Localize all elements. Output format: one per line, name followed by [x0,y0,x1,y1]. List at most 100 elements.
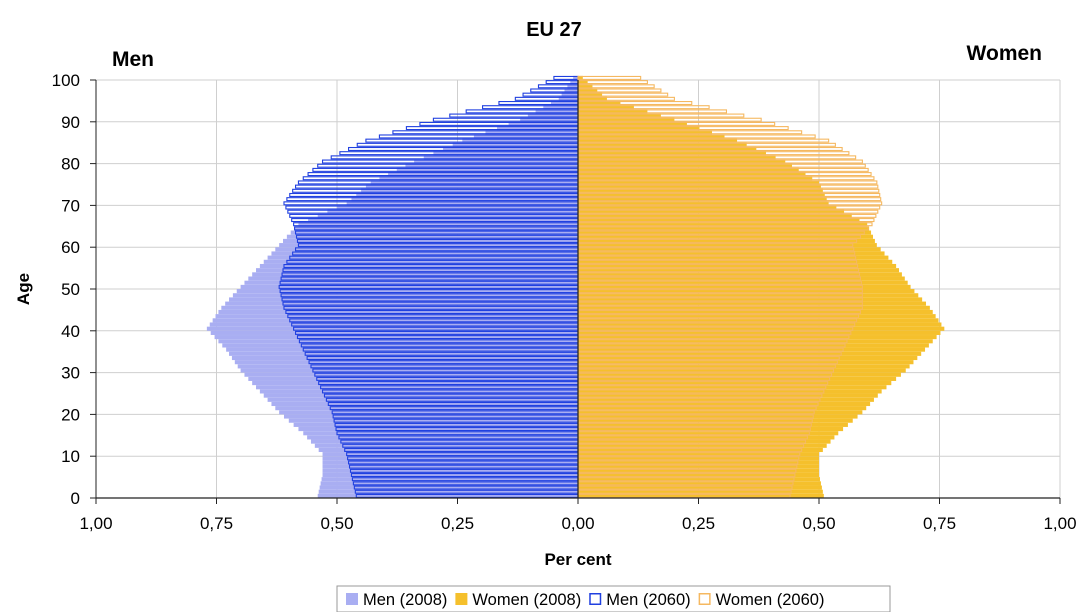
bar-men-2008 [558,96,578,101]
bar-men-2008 [414,159,578,164]
bar-men-2008 [221,305,578,310]
bar-women-2060 [577,75,642,80]
bar-men-2008 [283,238,578,244]
bar-women-2008 [578,364,910,369]
bar-men-2008 [564,88,578,93]
bar-women-2008 [578,464,819,469]
x-tick-label: 0,25 [682,514,715,533]
x-tick-label: 1,00 [1043,514,1076,533]
y-axis-ticks: 0 10 20 30 40 50 60 70 80 90 100 [52,71,97,508]
bar-women-2008 [578,393,878,398]
bar-men-2008 [298,222,578,227]
bar-women-2008 [578,121,687,126]
legend-label: Women (2008) [472,591,581,609]
bar-women-2008 [578,126,700,131]
bar-women-2008 [578,113,661,118]
bar-women-2008 [578,238,875,244]
bar-men-2008 [370,180,578,185]
bar-men-2008 [310,439,578,444]
bar-men-2008 [485,130,578,135]
bar-men-2008 [212,318,579,323]
bar-men-2008 [237,364,578,369]
legend-swatch [455,593,468,605]
bar-women-2008 [578,372,901,377]
x-axis-title: Per cent [544,550,611,569]
bar-women-2008 [578,314,936,319]
bar-men-2008 [520,117,578,122]
bar-women-2008 [578,360,914,365]
bar-women-2008 [578,280,908,285]
bar-men-2008 [337,205,578,210]
bar-men-2008 [263,259,578,264]
bar-men-2008 [283,414,578,419]
bar-women-2008 [578,343,929,348]
bar-men-2008 [322,468,578,473]
bar-women-2008 [578,410,863,415]
bar-women-2008 [578,92,603,97]
bar-women-2008 [578,117,675,122]
y-tick-label: 90 [61,113,80,132]
bars-2008 [206,75,945,498]
bar-women-2008 [578,335,937,340]
bar-women-2008 [578,397,874,402]
men-side-label: Men [112,48,154,71]
bar-women-2008 [578,301,927,306]
bar-men-2008 [218,309,579,315]
bar-women-2008 [578,485,822,490]
bar-women-2008 [578,322,942,327]
x-tick-label: 0,00 [561,514,594,533]
bar-men-2008 [346,201,578,206]
bar-men-2008 [232,293,578,298]
bar-women-2008 [578,435,835,440]
legend-box [336,585,891,612]
bar-men-2008 [361,188,578,193]
bar-women-2008 [578,443,827,448]
bar-men-2008 [298,426,578,432]
bar-men-2008 [279,410,578,415]
legend-swatch [698,593,711,605]
bar-women-2008 [578,142,747,147]
bar-women-2008 [578,146,757,152]
bar-men-2008 [275,247,578,252]
bar-women-2008 [578,155,776,160]
bar-men-2008 [240,284,578,289]
bar-men-2008 [322,464,578,469]
bar-men-2008 [388,172,578,177]
bar-men-2008 [248,276,578,281]
bar-women-2008 [578,477,820,482]
bar-women-2008 [578,197,827,202]
bar-women-2008 [578,138,738,143]
bar-women-2008 [578,230,872,235]
bar-women-2008 [578,293,919,298]
x-tick-label: 1,00 [79,514,112,533]
bar-men-2008 [423,155,578,160]
bar-men-2008 [210,330,578,335]
x-tick-label: 0,75 [923,514,956,533]
bar-women-2008 [578,347,926,352]
bar-men-2008 [543,105,578,110]
bar-men-2008 [252,272,578,277]
bar-men-2008 [293,422,578,427]
bar-women-2008 [578,414,858,419]
bar-men-2008 [248,376,578,381]
legend-swatch [589,593,602,605]
bar-men-2008 [259,389,578,394]
x-tick-label: 0,25 [441,514,474,533]
bar-women-2008 [578,96,607,101]
bar-men-2008 [288,418,578,423]
bar-women-2008 [578,452,819,457]
legend-label: Men (2008) [363,591,447,609]
bar-women-2008 [578,339,933,344]
bar-men-2008 [320,481,578,486]
y-tick-label: 0 [71,489,80,508]
bar-women-2008 [578,201,829,206]
bar-women-2008 [578,213,852,218]
bar-men-2008 [214,335,578,340]
bar-men-2008 [319,485,578,490]
bar-men-2008 [462,138,578,143]
bar-men-2008 [263,393,578,398]
y-tick-label: 20 [61,405,80,424]
bar-women-2008 [578,180,819,185]
bar-men-2008 [286,234,578,239]
